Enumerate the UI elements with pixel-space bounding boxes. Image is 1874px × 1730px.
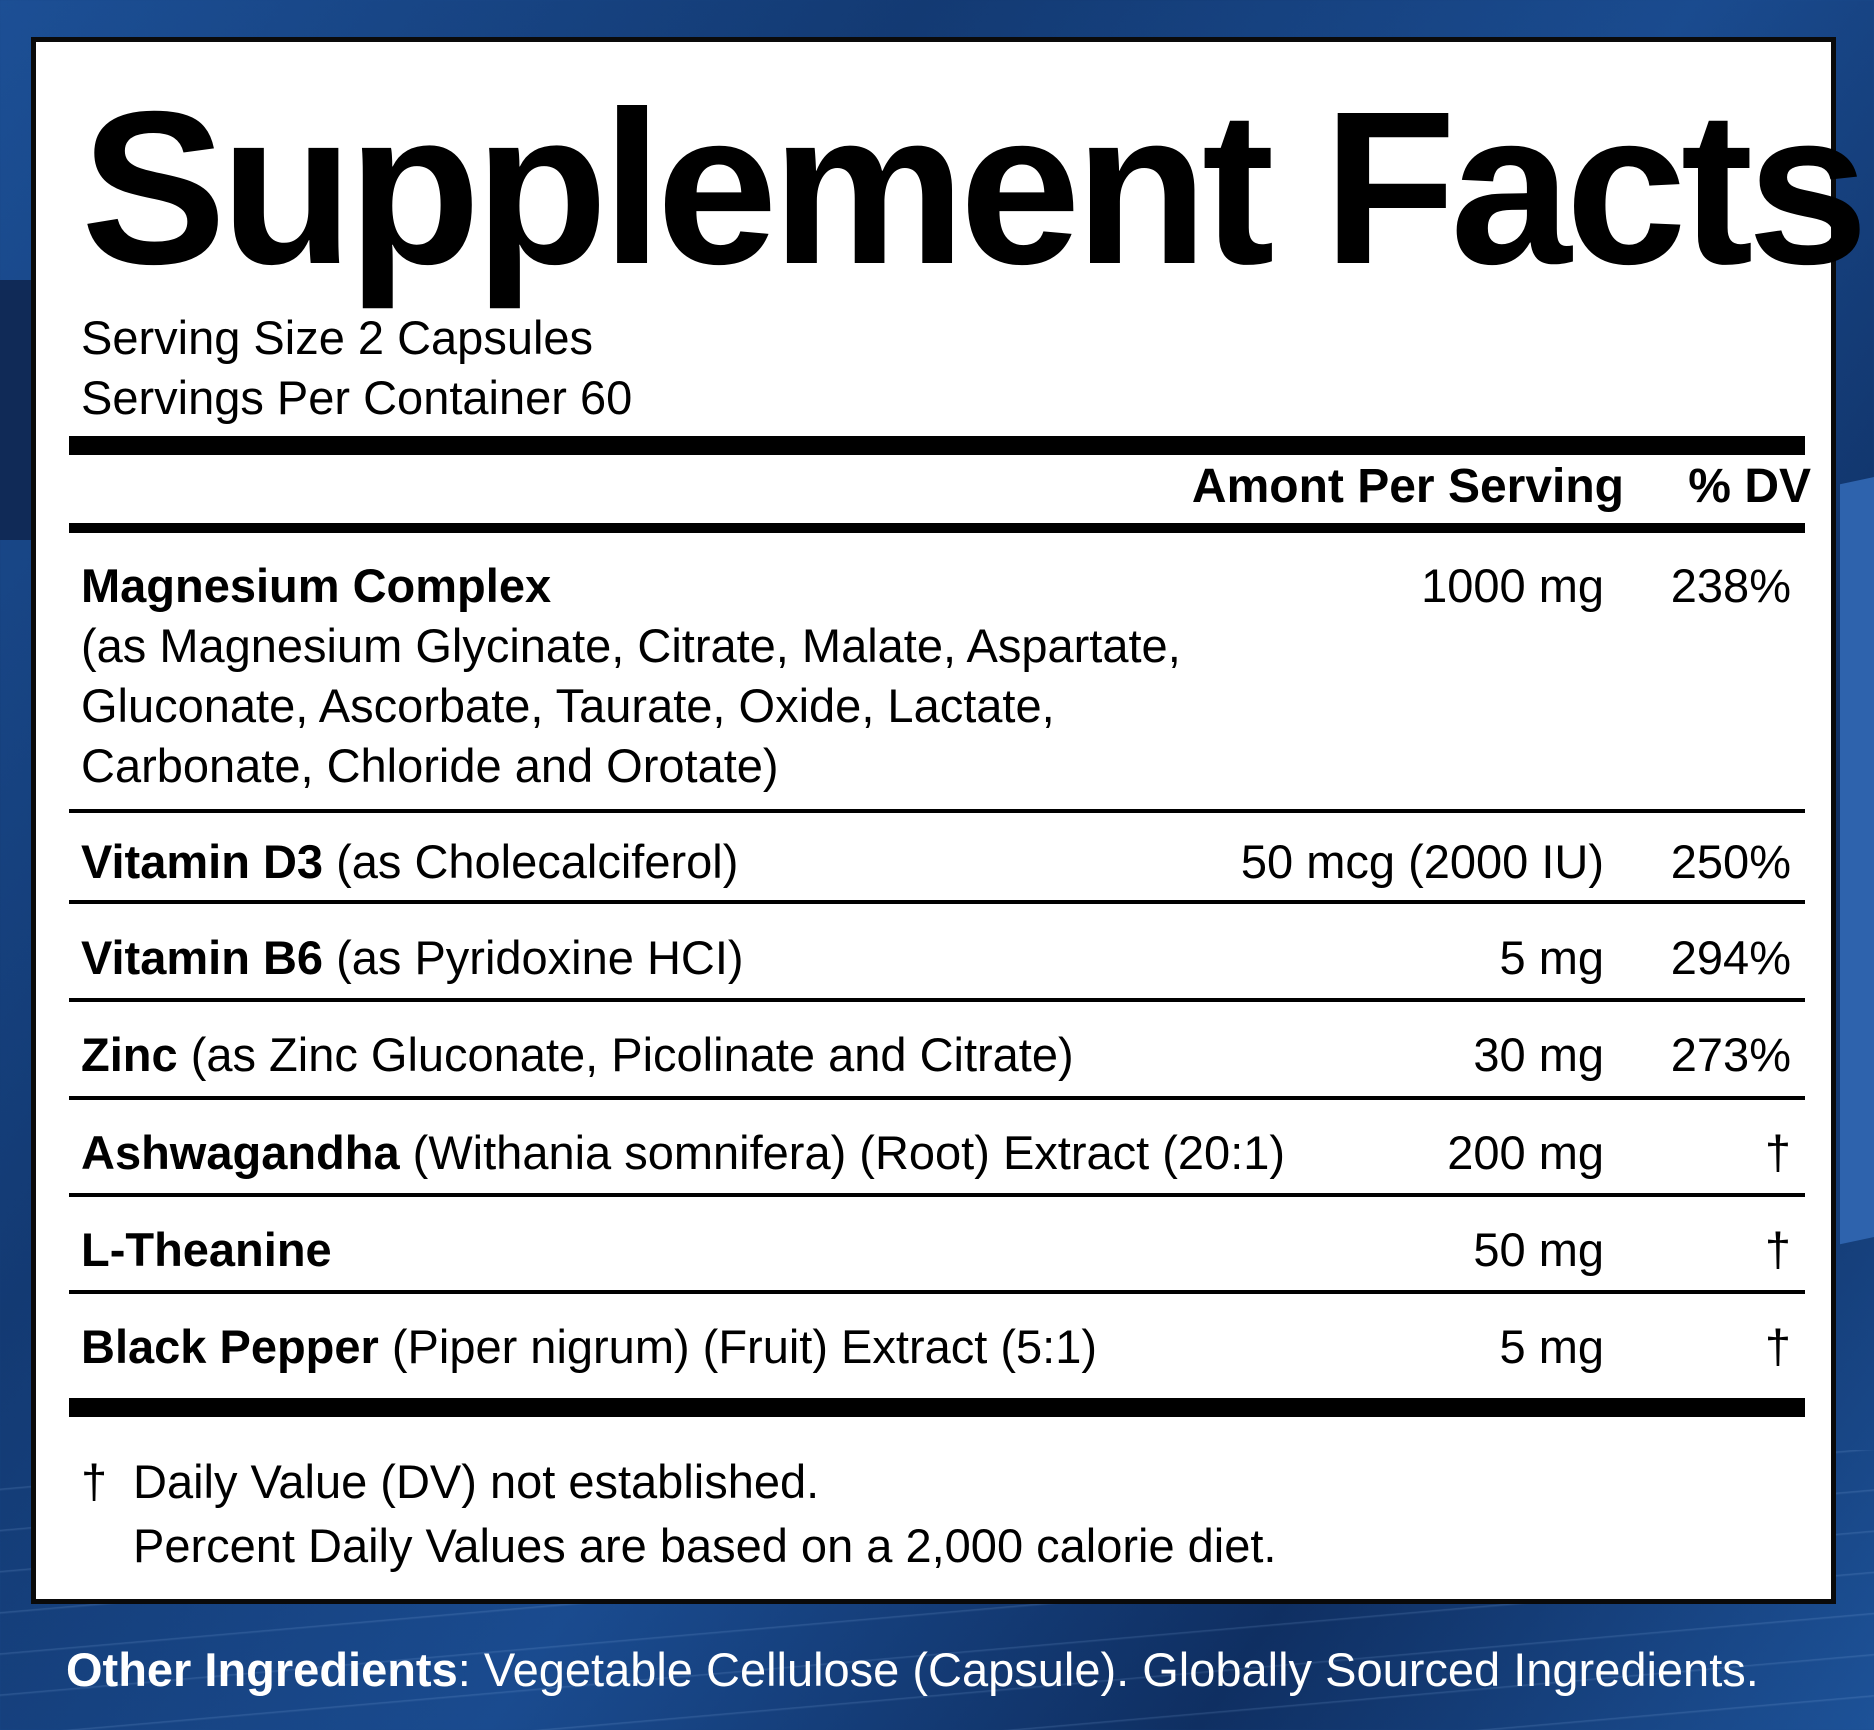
- footnote-line-2: Percent Daily Values are based on a 2,00…: [133, 1519, 1277, 1572]
- nutrient-detail: (as Cholecalciferol): [336, 835, 739, 888]
- nutrient-amount: 50 mg: [1473, 1223, 1604, 1276]
- dagger-symbol: †: [81, 1455, 108, 1508]
- row-divider: [69, 998, 1805, 1002]
- nutrient-name: Ashwagandha: [81, 1126, 400, 1179]
- row-divider: [69, 809, 1805, 813]
- nutrient-name: Vitamin D3: [81, 835, 324, 888]
- nutrient-amount: 5 mg: [1499, 1320, 1605, 1373]
- other-ingredients-text: : Vegetable Cellulose (Capsule). Globall…: [457, 1643, 1759, 1696]
- row-divider: [69, 1290, 1805, 1294]
- nutrient-detail: (Piper nigrum) (Fruit) Extract (5:1): [391, 1320, 1097, 1373]
- background-shape-right: [1840, 475, 1874, 1245]
- nutrient-dv: †: [1764, 1320, 1791, 1373]
- other-ingredients-label: Other Ingredients: [66, 1643, 458, 1696]
- nutrient-amount: 30 mg: [1473, 1028, 1604, 1081]
- divider-thick-top: [69, 436, 1805, 455]
- nutrient-dv: 238%: [1670, 559, 1791, 612]
- nutrient-amount: 200 mg: [1447, 1126, 1604, 1179]
- nutrient-amount: 1000 mg: [1421, 559, 1604, 612]
- row-divider: [69, 1096, 1805, 1100]
- nutrient-name: L-Theanine: [81, 1223, 332, 1276]
- nutrient-dv: 294%: [1670, 931, 1791, 984]
- header-percent-dv: % DV: [1688, 460, 1811, 513]
- nutrient-detail: (as Zinc Gluconate, Picolinate and Citra…: [190, 1028, 1074, 1081]
- nutrient-detail: (Withania somnifera) (Root) Extract (20:…: [412, 1126, 1286, 1179]
- nutrient-dv: †: [1764, 1223, 1791, 1276]
- nutrient-detail: (as Pyridoxine HCI): [336, 931, 744, 984]
- nutrient-name: Black Pepper: [81, 1320, 379, 1373]
- divider-header: [69, 523, 1805, 533]
- servings-per-container: Servings Per Container 60: [81, 371, 633, 424]
- supplement-facts-panel: Supplement Facts Serving Size 2 Capsules…: [31, 37, 1869, 1604]
- nutrient-dv: 250%: [1670, 835, 1791, 888]
- nutrient-amount: 5 mg: [1499, 931, 1605, 984]
- nutrient-name: Vitamin B6: [81, 931, 324, 984]
- nutrient-name: Magnesium Complex: [81, 559, 552, 612]
- nutrient-dv: †: [1764, 1126, 1791, 1179]
- footnote-line-1: † Daily Value (DV) not established.: [81, 1450, 819, 1514]
- row-divider: [69, 1193, 1805, 1197]
- serving-size: Serving Size 2 Capsules: [81, 311, 594, 364]
- header-amount-per-serving: Amont Per Serving: [1191, 460, 1624, 513]
- nutrient-dv: 273%: [1670, 1028, 1791, 1081]
- serving-info: Serving Size 2 Capsules Servings Per Con…: [81, 308, 632, 428]
- table-row: Magnesium Complex (as Magnesium Glycinat…: [81, 556, 1801, 796]
- nutrient-description: (as Magnesium Glycinate, Citrate, Malate…: [81, 619, 1181, 792]
- nutrient-name: Zinc: [81, 1028, 178, 1081]
- panel-title: Supplement Facts: [81, 67, 1869, 310]
- divider-thick-bottom: [69, 1398, 1805, 1417]
- nutrient-amount: 50 mcg (2000 IU): [1240, 835, 1604, 888]
- background-shape-left: [0, 280, 34, 540]
- footnote-dv-not-established: Daily Value (DV) not established.: [133, 1455, 820, 1508]
- row-divider: [69, 900, 1805, 904]
- other-ingredients: Other Ingredients: Vegetable Cellulose (…: [66, 1640, 1759, 1700]
